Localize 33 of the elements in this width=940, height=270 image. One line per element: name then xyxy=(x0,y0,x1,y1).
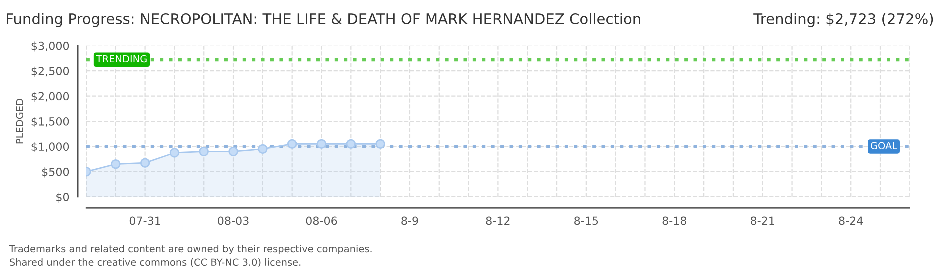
x-tick-label: 8-24 xyxy=(839,216,864,226)
y-tick-label: $500 xyxy=(42,168,70,178)
point xyxy=(228,146,238,157)
x-tick-label: 08-06 xyxy=(306,216,338,226)
point xyxy=(287,139,298,150)
chart-subtitle: Trending: $2,723 (272%) xyxy=(754,13,934,28)
y-tick-label: $1,000 xyxy=(32,142,70,153)
y-tick-label: $1,500 xyxy=(32,117,70,128)
y-axis-title: PLEDGED xyxy=(16,99,24,144)
x-tick-label: 8-18 xyxy=(662,216,686,226)
x-tick-label: 08-03 xyxy=(218,216,249,226)
point xyxy=(170,148,180,158)
point xyxy=(140,158,150,168)
point xyxy=(376,139,386,150)
point xyxy=(346,139,356,150)
text: Trademarks and related content are owned by their respective companies. xyxy=(9,245,372,254)
point xyxy=(111,159,121,170)
ref-line-label: GOAL xyxy=(871,142,898,150)
y-tick-label: $2,500 xyxy=(32,66,70,77)
x-tick-label: 8-21 xyxy=(751,216,774,226)
chart-title: Funding Progress: NECROPOLITAN: THE LIFE & DEATH OF MARK HERNANDEZ Collection xyxy=(7,13,640,28)
x-tick-label: 8-9 xyxy=(402,216,418,226)
y-tick-label: $2,000 xyxy=(32,92,70,102)
text: Shared under the creative commons (CC BY-NC 3.0) license. xyxy=(10,258,301,268)
y-tick-label: $3,000 xyxy=(32,42,70,52)
point xyxy=(258,144,268,154)
x-tick-label: 8-12 xyxy=(486,216,510,226)
x-tick-label: 8-15 xyxy=(574,216,598,226)
point xyxy=(199,146,209,157)
point xyxy=(316,139,327,150)
y-tick-label: $0 xyxy=(56,192,70,203)
ref-line-label: TRENDING xyxy=(96,55,147,63)
x-tick-label: 07-31 xyxy=(130,216,160,226)
